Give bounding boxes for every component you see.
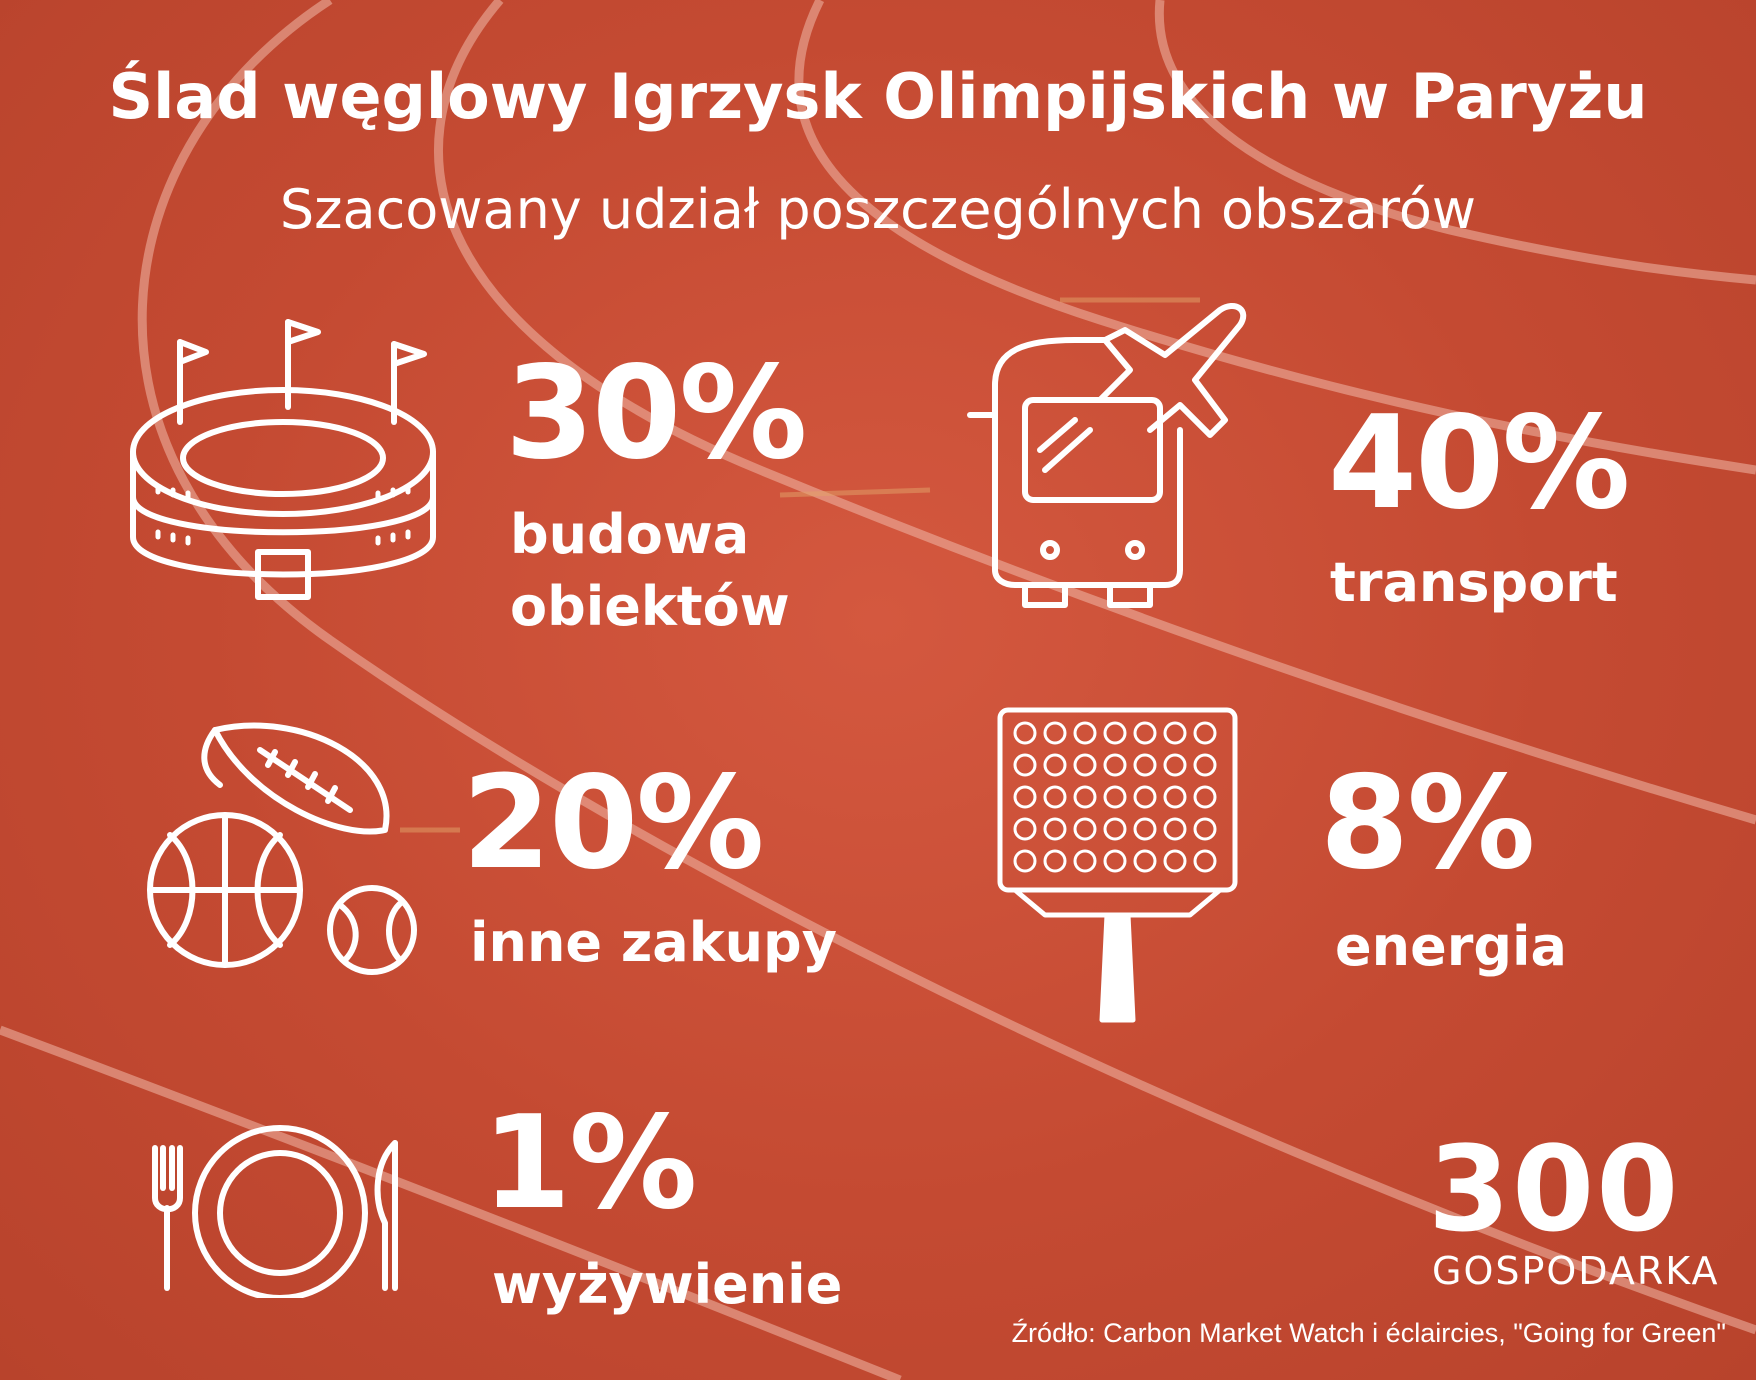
percent-purchases: 20% — [462, 749, 764, 898]
page-subtitle: Szacowany udział poszczególnych obszarów — [279, 178, 1477, 241]
label-food: wyżywienie — [492, 1253, 843, 1316]
percent-food: 1% — [482, 1089, 697, 1238]
page-title: Ślad węglowy Igrzysk Olimpijskich w Pary… — [108, 60, 1648, 133]
floodlight-icon — [995, 705, 1240, 1025]
bus-plane-icon — [965, 300, 1325, 630]
stadium-icon — [118, 312, 448, 612]
label-construction-line2: obiektów — [510, 575, 790, 638]
sports-balls-icon — [140, 710, 440, 980]
percent-construction: 30% — [505, 339, 807, 488]
label-construction-line1: budowa — [510, 503, 750, 566]
percent-transport: 40% — [1328, 389, 1630, 538]
logo-number: 300 — [1428, 1120, 1681, 1258]
logo-word: GOSPODARKA — [1432, 1249, 1720, 1293]
label-transport: transport — [1330, 551, 1618, 614]
label-energy: energia — [1335, 915, 1567, 978]
label-purchases: inne zakupy — [470, 911, 837, 974]
logo-300-gospodarka: 300 GOSPODARKA — [1428, 1130, 1718, 1295]
plate-cutlery-icon — [145, 1118, 415, 1298]
percent-energy: 8% — [1320, 749, 1535, 898]
source-note: Źródło: Carbon Market Watch i éclaircies… — [1011, 1318, 1726, 1348]
